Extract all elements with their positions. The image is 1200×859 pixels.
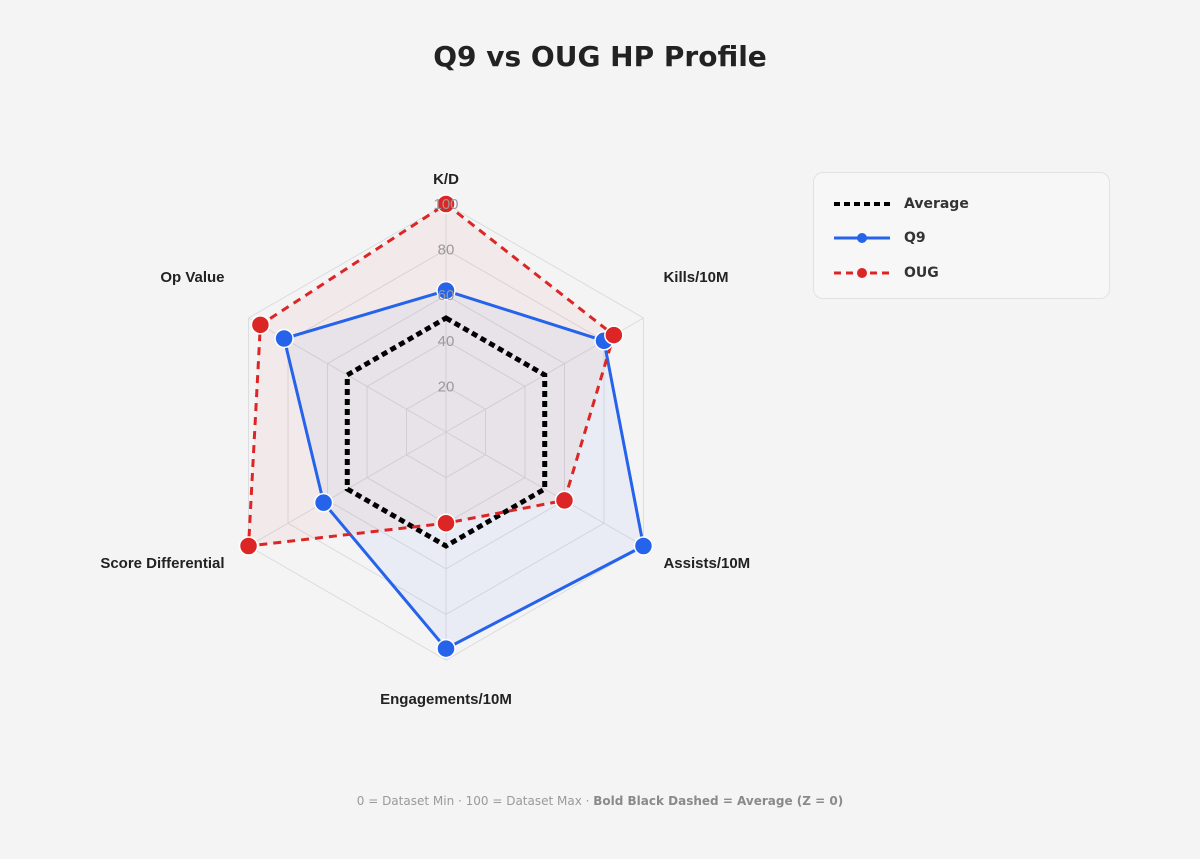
axis-label-4: Score Differential (100, 555, 224, 572)
legend-swatch-average (834, 202, 890, 206)
point-q9-4 (313, 492, 334, 513)
series-fill-q9 (284, 290, 644, 649)
legend: Average Q9 OUG (813, 172, 1110, 299)
series-line-average (344, 315, 548, 549)
legend-label-q9: Q9 (904, 230, 926, 246)
point-oug-1 (604, 325, 624, 345)
point-oug-5 (250, 315, 271, 335)
radar-labels: 20 40 60 80 100 K/D Kills/10M Assists/10M Engage… (100, 171, 750, 708)
legend-item-q9: Q9 (832, 228, 926, 248)
legend-item-average: Average (832, 194, 969, 214)
axis-label-5: Op Value (160, 269, 224, 286)
legend-label-average: Average (904, 196, 969, 212)
spoke-2 (445, 431, 644, 547)
point-q9-0 (436, 280, 456, 301)
tick-label-60: 60 (438, 287, 455, 304)
point-oug-0 (436, 194, 456, 214)
point-oug-2 (554, 490, 575, 511)
legend-swatch-oug (834, 268, 890, 278)
footnote-bold-text: Bold Black Dashed = Average (Z = 0) (593, 794, 844, 808)
point-oug-3 (436, 513, 456, 533)
axis-label-2: Assists/10M (663, 555, 750, 572)
axis-label-0: K/D (433, 171, 459, 188)
footnote: 0 = Dataset Min · 100 = Dataset Max · Bo… (0, 794, 1200, 808)
legend-swatch-q9 (834, 233, 890, 243)
point-q9-5 (274, 328, 294, 349)
series-fill-oug (248, 204, 614, 546)
tick-label-80: 80 (438, 242, 455, 259)
footnote-text: 0 = Dataset Min · 100 = Dataset Max · (356, 794, 594, 808)
axis-label-3: Engagements/10M (380, 691, 512, 708)
tick-label-20: 20 (438, 378, 455, 395)
point-q9-3 (436, 638, 456, 659)
point-q9-2 (633, 536, 654, 556)
radar-series (238, 194, 654, 659)
tick-label-40: 40 (438, 333, 455, 350)
legend-label-oug: OUG (904, 265, 939, 281)
chart-title: Q9 vs OUG HP Profile (433, 40, 767, 73)
tick-label-100: 100 (433, 196, 458, 213)
point-oug-4 (238, 536, 259, 556)
legend-item-oug: OUG (832, 263, 939, 283)
axis-label-1: Kills/10M (663, 269, 728, 286)
